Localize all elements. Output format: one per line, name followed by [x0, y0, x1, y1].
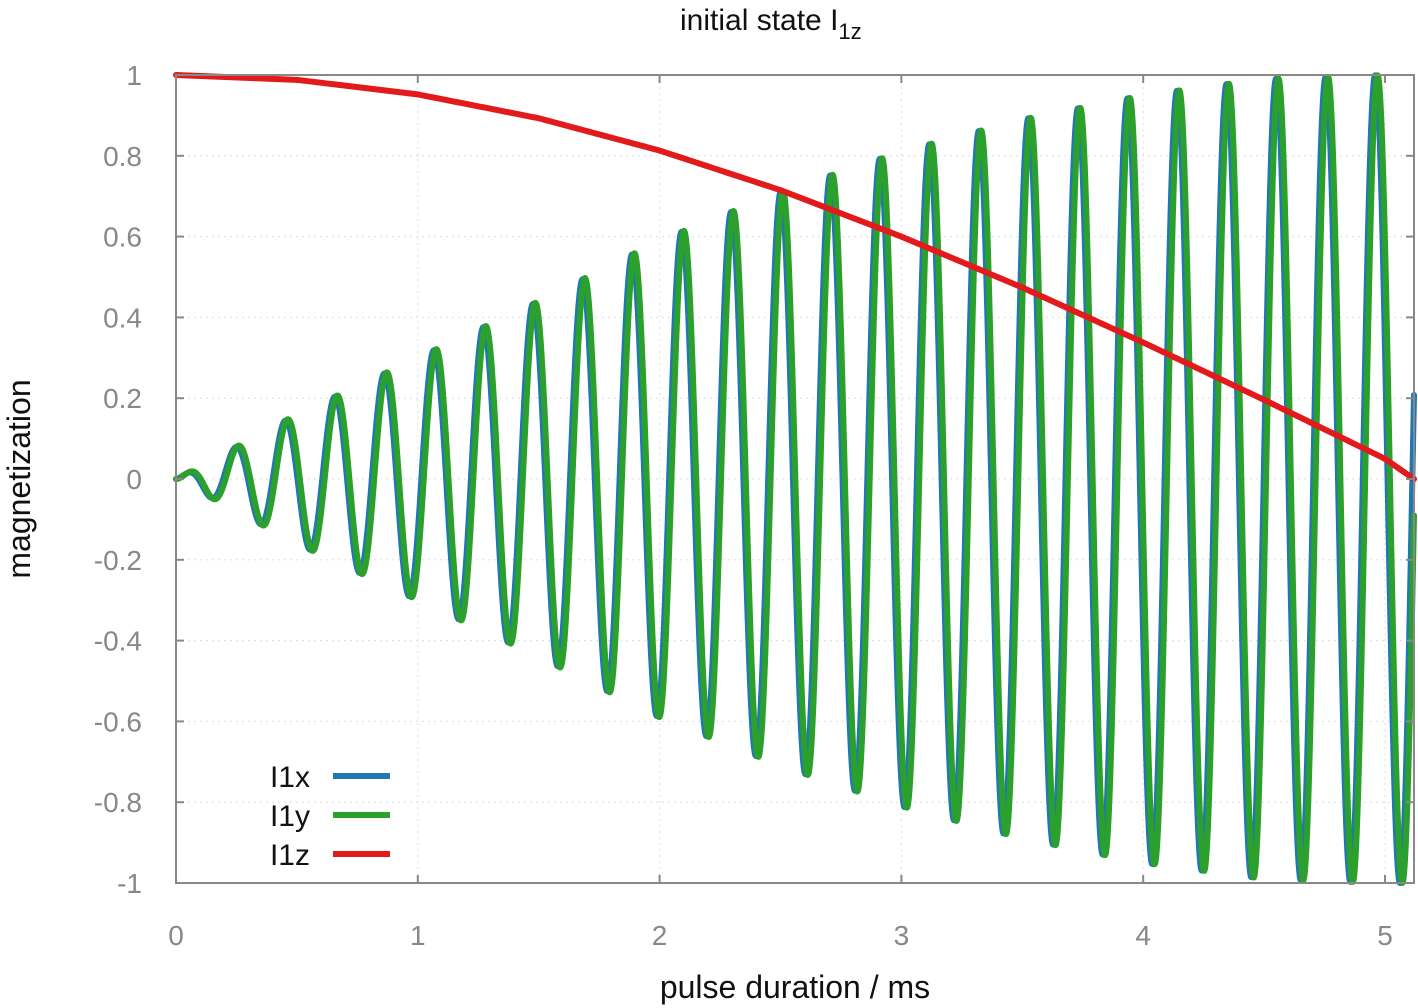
chart-title-subscript: 1z: [838, 19, 861, 44]
chart-title-main: initial state I: [680, 4, 838, 37]
series-line-i1y: [173, 72, 1417, 886]
y-tick-label: 0.4: [103, 302, 142, 333]
x-axis-label: pulse duration / ms: [660, 969, 930, 1005]
y-axis: 1 0.8 0.6 0.4 0.2 0 -0.2 -0.4 -0.6 -0.8 -1: [94, 60, 1414, 899]
y-tick-label: -1: [117, 868, 142, 899]
x-tick-label: 5: [1377, 920, 1393, 951]
chart-title: initial state I1z: [680, 4, 862, 44]
legend: I1x I1y I1z: [270, 761, 390, 872]
x-tick-label: 0: [168, 920, 184, 951]
y-tick-label: 0.6: [103, 222, 142, 253]
legend-label-i1z: I1z: [270, 839, 310, 872]
y-tick-label: -0.4: [94, 626, 142, 657]
series-line-i1z: [173, 72, 1417, 482]
y-tick-label: -0.8: [94, 787, 142, 818]
y-tick-label: -0.2: [94, 545, 142, 576]
x-axis: 0 1 2 3 4 5: [168, 75, 1393, 951]
y-tick-label: 0.2: [103, 383, 142, 414]
x-tick-label: 3: [894, 920, 910, 951]
series-layer: [173, 72, 1417, 886]
y-tick-label: 0.8: [103, 141, 142, 172]
y-tick-label: 0: [126, 464, 142, 495]
x-tick-label: 4: [1135, 920, 1151, 951]
y-tick-label: -0.6: [94, 706, 142, 737]
y-axis-label: magnetization: [1, 379, 37, 578]
y-tick-label: 1: [126, 60, 142, 91]
x-tick-label: 2: [652, 920, 668, 951]
x-tick-label: 1: [410, 920, 426, 951]
legend-label-i1y: I1y: [270, 800, 310, 833]
legend-label-i1x: I1x: [270, 761, 310, 794]
